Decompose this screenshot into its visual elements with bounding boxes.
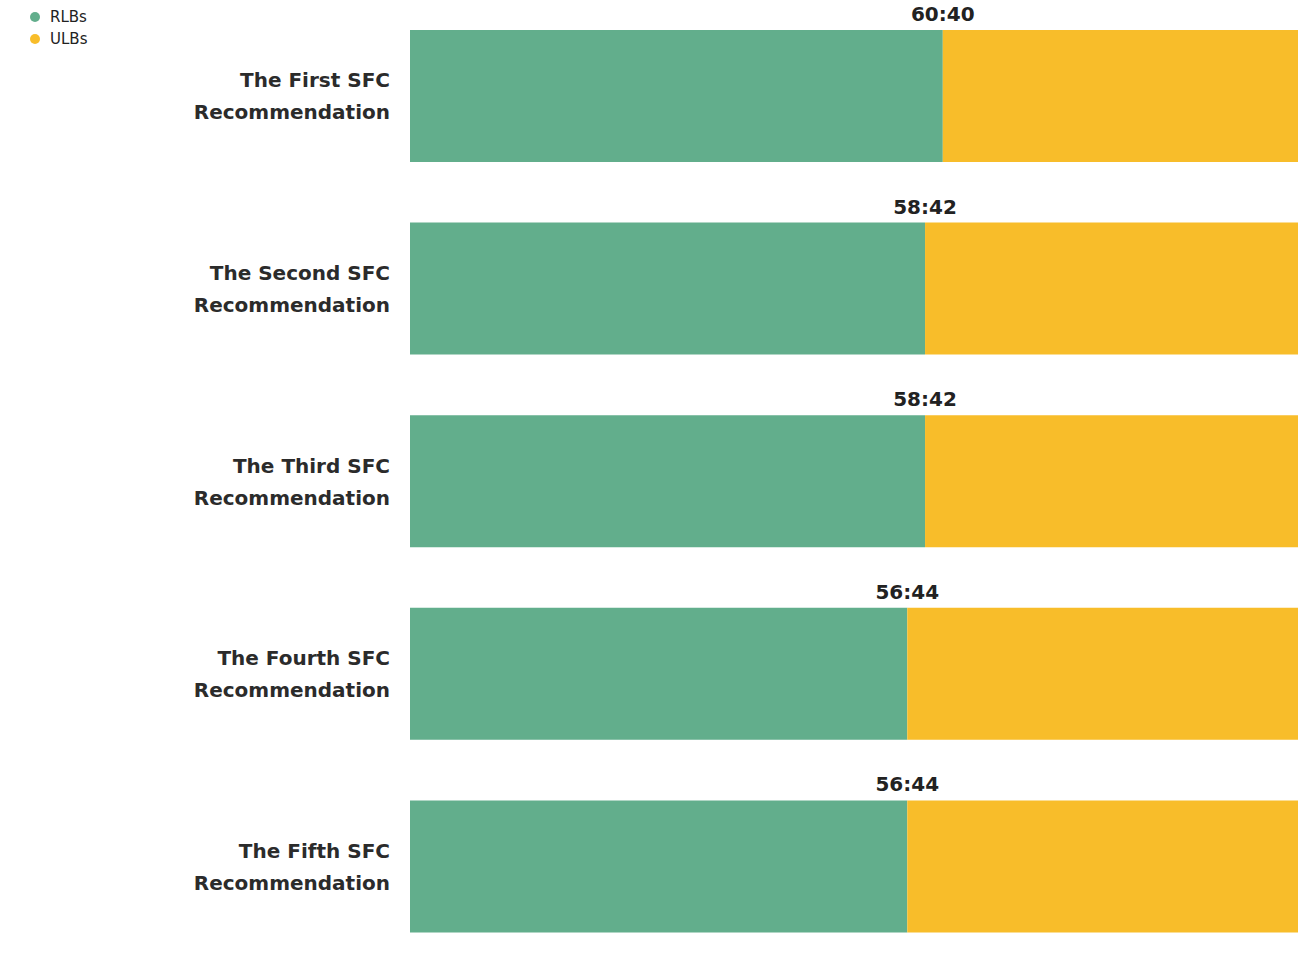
svg-text:The Fourth SFCRecommendation: The Fourth SFCRecommendation <box>194 646 390 702</box>
svg-text:The Second SFCRecommendation: The Second SFCRecommendation <box>194 261 390 317</box>
svg-text:58:42: 58:42 <box>893 387 957 411</box>
svg-text:60:40: 60:40 <box>911 2 975 26</box>
svg-text:The Fifth SFCRecommendation: The Fifth SFCRecommendation <box>194 839 390 895</box>
html-text:ULBs: ULBs <box>50 30 88 48</box>
svg-text:56:44: 56:44 <box>875 580 939 604</box>
svg-text:58:42: 58:42 <box>893 195 957 219</box>
svg-text:The First SFCRecommendation: The First SFCRecommendation <box>194 68 390 124</box>
svg-text:The Third SFCRecommendation: The Third SFCRecommendation <box>194 454 390 510</box>
svg-text:56:44: 56:44 <box>875 772 939 796</box>
html-text:RLBs: RLBs <box>50 8 87 26</box>
